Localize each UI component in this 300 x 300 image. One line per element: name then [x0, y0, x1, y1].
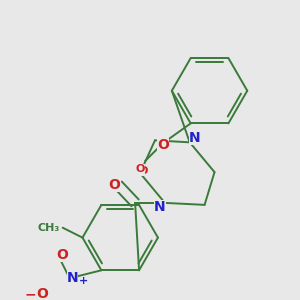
Text: O: O: [57, 248, 69, 262]
Text: O: O: [135, 164, 145, 174]
Text: +: +: [79, 276, 88, 286]
Text: CH₃: CH₃: [38, 223, 60, 233]
Text: N: N: [189, 131, 200, 146]
Text: O: O: [108, 178, 120, 192]
Text: N: N: [154, 200, 166, 214]
Text: N: N: [67, 271, 78, 285]
Text: O: O: [36, 287, 48, 300]
Text: O: O: [138, 166, 148, 176]
Text: O: O: [157, 139, 169, 153]
Text: −: −: [24, 287, 36, 300]
Text: O: O: [157, 138, 169, 152]
